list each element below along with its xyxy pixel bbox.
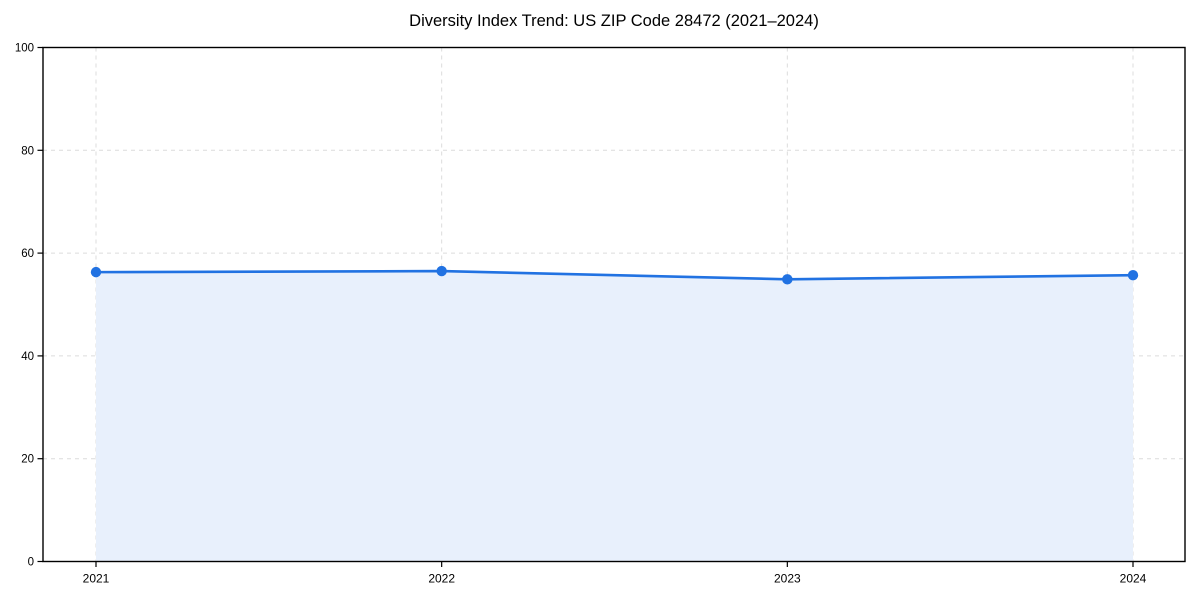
y-axis-tick-label: 80 [21,145,34,157]
y-axis-tick-label: 20 [21,454,34,466]
area-fill [96,271,1133,562]
x-axis-tick-label: 2024 [1120,572,1147,586]
data-point [436,265,447,277]
plot-border [42,46,1186,563]
chart-title: Diversity Index Trend: US ZIP Code 28472… [409,12,819,30]
y-axis-tick-label: 40 [21,351,34,363]
data-point [1127,270,1139,281]
x-axis-tick-label: 2021 [83,572,110,586]
data-point [782,274,793,285]
y-axis-tick-label: 0 [28,557,34,569]
trend-line [94,269,1135,281]
x-axis-tick-label: 2022 [428,572,455,586]
x-axis-tick-label: 2023 [774,572,801,586]
y-axis-tick-label: 60 [21,248,34,260]
data-point [90,266,102,278]
y-axis-tick-label: 100 [15,43,34,55]
